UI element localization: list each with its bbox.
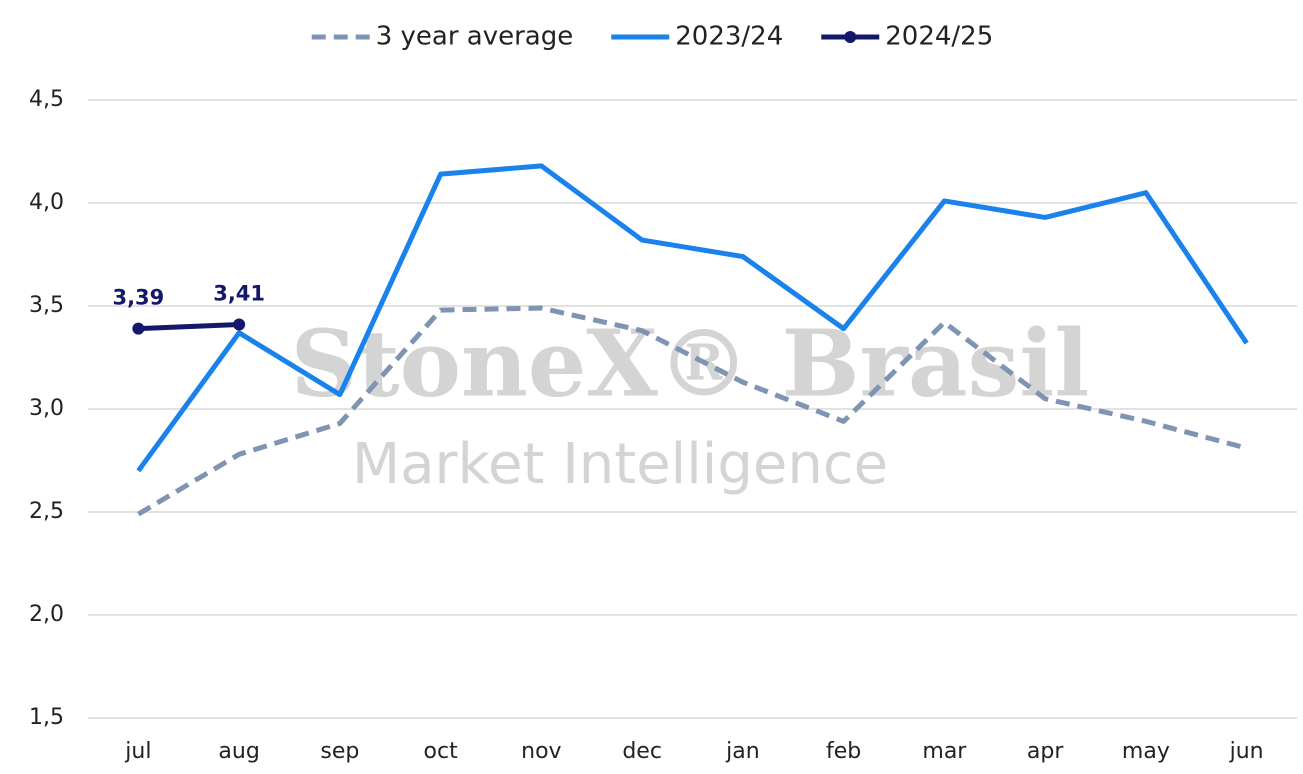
x-tick-label: jun xyxy=(1229,739,1264,764)
x-tick-label: jul xyxy=(124,739,151,764)
x-tick-label: sep xyxy=(320,739,359,764)
x-tick-label: dec xyxy=(622,739,662,764)
x-tick-label: nov xyxy=(521,739,561,764)
y-tick-label: 2,0 xyxy=(29,602,64,627)
legend-label: 2024/25 xyxy=(885,22,993,52)
point xyxy=(132,322,145,335)
watermark: Market Intelligence xyxy=(352,432,888,497)
legend-label: 3 year average xyxy=(376,22,574,52)
value-label: 3,39 xyxy=(112,286,164,310)
x-tick-label: may xyxy=(1122,739,1170,764)
point xyxy=(233,318,246,331)
x-tick-label: aug xyxy=(218,739,259,764)
x-tick-label: oct xyxy=(424,739,459,764)
legend: 3 year average 2023/24 2024/25 xyxy=(311,22,993,52)
y-tick-label: 2,5 xyxy=(29,499,64,524)
x-tick-label: jan xyxy=(725,739,760,764)
y-tick-label: 1,5 xyxy=(29,705,64,730)
series-line xyxy=(137,305,1248,517)
series-line xyxy=(138,322,240,332)
x-tick-label: apr xyxy=(1027,739,1064,764)
value-label: 3,41 xyxy=(213,282,265,306)
y-tick-label: 4,5 xyxy=(29,87,64,112)
x-tick-label: feb xyxy=(826,739,861,764)
watermark: StoneX® Brasil xyxy=(291,310,1090,418)
legend-label: 2023/24 xyxy=(675,22,783,52)
y-tick-label: 3,5 xyxy=(29,293,64,318)
y-tick-label: 4,0 xyxy=(29,190,64,215)
legend-marker xyxy=(844,31,857,43)
y-tick-label: 3,0 xyxy=(29,396,64,421)
series-line xyxy=(136,163,1249,473)
x-tick-label: mar xyxy=(922,739,967,764)
